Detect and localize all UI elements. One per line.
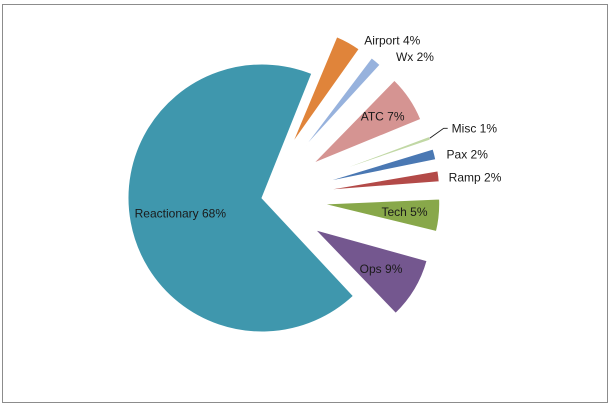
pie-slice-reactionary	[127, 63, 355, 333]
slices-layer	[127, 36, 441, 333]
slice-label-atc: ATC 7%	[361, 110, 405, 124]
slice-label-reactionary: Reactionary 68%	[135, 206, 227, 220]
pie-slice-airport	[291, 36, 360, 145]
pie-slice-tech	[323, 198, 441, 233]
pie-slice-pax	[321, 148, 437, 184]
misc-leader-line	[429, 127, 448, 139]
slice-label-wx: Wx 2%	[396, 50, 434, 64]
slice-label-airport: Airport 4%	[364, 33, 420, 47]
pie-slice-atc	[313, 79, 422, 164]
pie-slice-ops	[313, 228, 428, 315]
slice-label-ops: Ops 9%	[360, 262, 403, 276]
slice-label-misc: Misc 1%	[452, 121, 498, 135]
labels-layer: Reactionary 68% Airport 4% Wx 2% ATC 7% Misc…	[135, 33, 502, 276]
chart-area	[2, 4, 608, 403]
slice-label-tech: Tech 5%	[382, 205, 428, 219]
slice-label-pax: Pax 2%	[447, 147, 489, 161]
pie-slice-ramp	[323, 170, 440, 191]
slice-label-ramp: Ramp 2%	[449, 170, 502, 184]
pie-slice-wx	[301, 57, 381, 151]
